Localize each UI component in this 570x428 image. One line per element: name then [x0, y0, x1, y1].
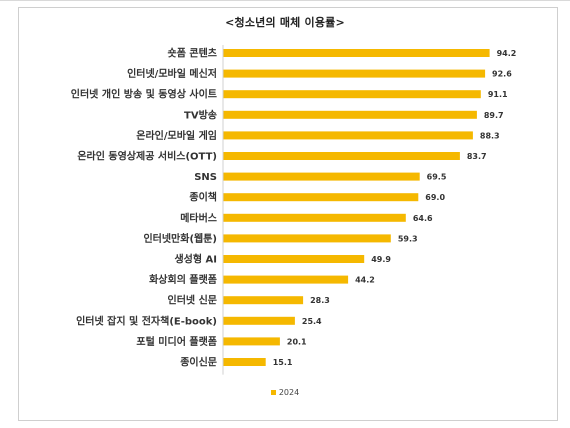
bar — [223, 316, 295, 325]
category-label: 인터넷만화(웹툰) — [143, 232, 217, 245]
category-label: 숏폼 콘텐츠 — [168, 47, 217, 60]
category-label: 인터넷 신문 — [168, 294, 217, 307]
bar — [223, 213, 406, 222]
category-label: 온라인 동영상제공 서비스(OTT) — [77, 150, 217, 163]
value-label: 89.7 — [484, 111, 504, 120]
value-label: 69.5 — [427, 173, 447, 182]
legend-label-2024: 2024 — [278, 388, 300, 397]
bar — [223, 337, 280, 346]
bar — [223, 234, 391, 243]
category-label: 인터넷/모바일 메신저 — [127, 67, 217, 80]
bar — [223, 275, 349, 284]
bar — [223, 49, 490, 57]
value-label: 92.6 — [492, 70, 512, 79]
bar — [223, 193, 419, 202]
bar — [223, 172, 420, 181]
bar — [223, 90, 481, 99]
value-label: 91.1 — [488, 90, 508, 99]
top-border-line — [0, 0, 570, 6]
value-label: 83.7 — [467, 152, 487, 161]
chart-legend: 2024 — [0, 388, 570, 397]
category-label: SNS — [194, 172, 217, 183]
bar — [223, 131, 473, 140]
bar — [223, 152, 460, 160]
bar — [223, 255, 365, 263]
bar — [223, 358, 266, 366]
category-label: 인터넷 잡지 및 전자책(E-book) — [76, 314, 217, 327]
value-label: 64.6 — [413, 214, 433, 223]
category-label: 인터넷 개인 방송 및 동영상 사이트 — [71, 88, 217, 101]
category-label: 종이책 — [189, 191, 217, 204]
category-label: 온라인/모바일 게임 — [136, 129, 217, 142]
legend-swatch-2024 — [270, 390, 276, 395]
value-label: 44.2 — [355, 276, 375, 285]
category-label: TV방송 — [184, 108, 217, 121]
value-label: 28.3 — [310, 296, 330, 305]
bar — [223, 296, 304, 305]
chart-title: <청소년의 매체 이용률> — [225, 16, 345, 29]
value-label: 20.1 — [287, 337, 307, 346]
value-label: 25.4 — [302, 317, 322, 326]
category-label: 메타버스 — [180, 211, 217, 224]
value-label: 15.1 — [273, 358, 293, 367]
value-label: 88.3 — [480, 131, 500, 140]
value-label: 59.3 — [398, 234, 418, 243]
category-label: 화상회의 플랫폼 — [149, 273, 217, 286]
value-label: 94.2 — [497, 49, 517, 58]
value-label: 69.0 — [425, 193, 445, 202]
bar — [223, 110, 477, 119]
category-label: 포털 미디어 플랫폼 — [136, 335, 217, 348]
category-label: 생성형 AI — [174, 253, 217, 266]
category-label: 종이신문 — [180, 356, 217, 369]
bar — [223, 69, 486, 78]
value-label: 49.9 — [371, 255, 391, 264]
